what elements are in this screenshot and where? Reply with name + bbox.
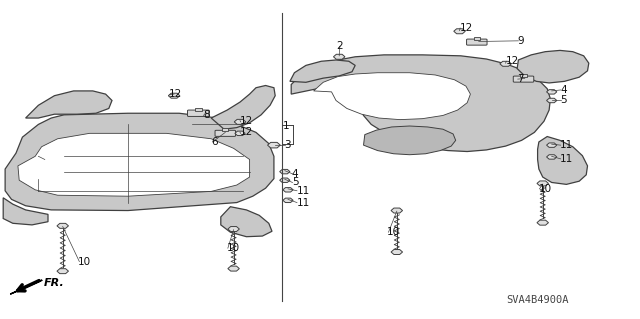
Text: 12: 12 [240,127,253,137]
Polygon shape [547,143,557,147]
Polygon shape [211,85,275,129]
Polygon shape [10,280,42,294]
Text: 11: 11 [296,186,310,196]
Polygon shape [290,60,355,82]
Polygon shape [221,207,272,237]
FancyBboxPatch shape [188,110,209,116]
FancyBboxPatch shape [215,130,236,137]
Polygon shape [283,198,293,203]
FancyBboxPatch shape [467,39,487,45]
Polygon shape [234,119,246,124]
Text: SVA4B4900A: SVA4B4900A [506,295,569,305]
Polygon shape [500,61,511,66]
Polygon shape [333,54,345,59]
Polygon shape [547,90,557,94]
Polygon shape [228,226,239,232]
Text: 11: 11 [560,140,573,150]
Polygon shape [268,142,280,148]
Text: 11: 11 [560,154,573,164]
FancyBboxPatch shape [474,37,480,40]
Text: 8: 8 [203,110,209,120]
Polygon shape [314,73,470,120]
Text: 4: 4 [560,85,566,95]
Polygon shape [57,269,68,274]
Polygon shape [3,198,48,225]
Polygon shape [57,223,68,228]
Text: 12: 12 [240,115,253,126]
FancyBboxPatch shape [195,108,202,111]
Polygon shape [283,188,293,192]
Polygon shape [391,208,403,213]
Polygon shape [537,181,548,186]
FancyBboxPatch shape [513,76,534,82]
Text: 3: 3 [284,140,291,150]
Text: 10: 10 [78,256,92,267]
Text: 4: 4 [292,169,298,179]
Text: FR.: FR. [44,278,64,288]
Polygon shape [228,266,239,271]
Text: 5: 5 [292,177,298,188]
Polygon shape [18,133,250,196]
Polygon shape [454,29,465,34]
Text: 5: 5 [560,94,566,105]
Text: 2: 2 [336,41,342,51]
Polygon shape [547,98,557,103]
Polygon shape [547,155,557,159]
Text: 6: 6 [211,137,218,147]
Polygon shape [517,50,589,83]
Polygon shape [291,55,550,152]
Polygon shape [26,91,112,118]
Text: 10: 10 [387,227,401,237]
Text: 10: 10 [227,243,241,253]
Text: 9: 9 [517,36,524,46]
Polygon shape [280,169,290,174]
Polygon shape [364,126,456,155]
Text: 10: 10 [539,184,552,194]
Polygon shape [168,93,180,98]
Text: 7: 7 [517,74,524,84]
Polygon shape [538,137,588,184]
FancyBboxPatch shape [520,73,527,77]
Polygon shape [235,131,245,136]
FancyBboxPatch shape [222,128,228,131]
Polygon shape [280,178,290,182]
Polygon shape [391,249,403,255]
Text: 1: 1 [283,121,289,131]
Text: 12: 12 [460,23,473,33]
Text: 12: 12 [506,56,519,66]
Text: 11: 11 [296,197,310,208]
Polygon shape [5,113,274,211]
Text: 12: 12 [168,89,182,99]
Polygon shape [537,220,548,225]
